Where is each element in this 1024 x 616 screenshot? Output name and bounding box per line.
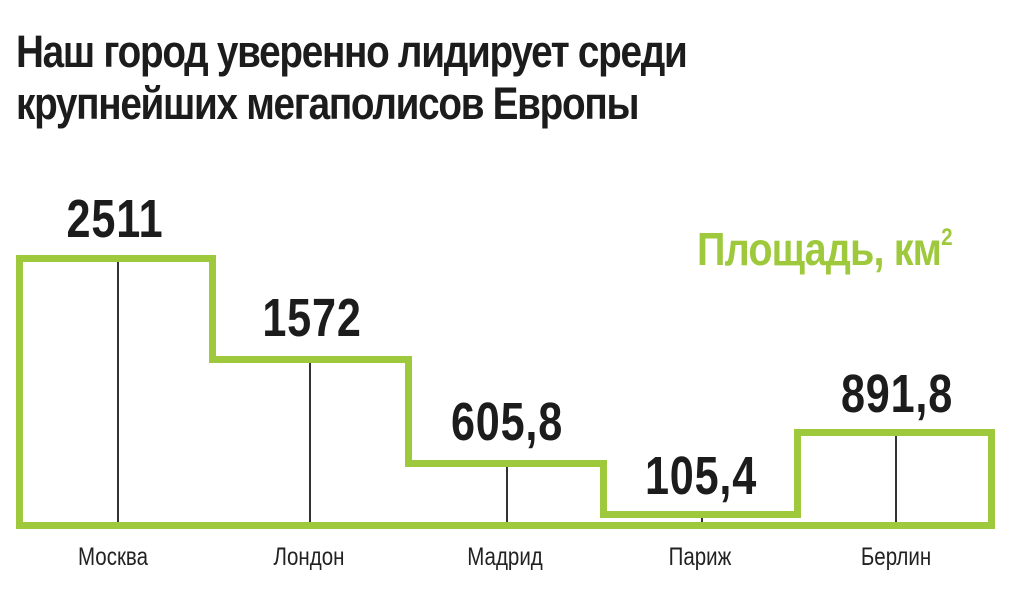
chart-title: Наш город уверенно лидирует среди крупне… (16, 26, 688, 130)
legend-text: Площадь, км (697, 223, 942, 275)
category-label-moskva: Москва (77, 543, 148, 571)
value-label-madrid: 605,8 (450, 392, 564, 452)
category-label-london: Лондон (273, 543, 345, 571)
legend-superscript: 2 (941, 223, 953, 251)
category-label-madrid: Мадрид (467, 543, 543, 571)
category-label-parizh: Париж (668, 543, 732, 571)
step-outline (16, 255, 995, 529)
value-label-moskva: 2511 (66, 189, 164, 249)
legend-label: Площадь, км2 (697, 222, 953, 276)
value-label-berlin: 891,8 (840, 364, 954, 424)
title-line-1: Наш город уверенно лидирует среди (16, 26, 688, 77)
value-label-london: 1572 (262, 288, 362, 348)
title-line-2: крупнейших мегаполисов Европы (16, 78, 640, 129)
category-label-berlin: Берлин (860, 543, 932, 571)
value-label-parizh: 105,4 (644, 446, 758, 506)
